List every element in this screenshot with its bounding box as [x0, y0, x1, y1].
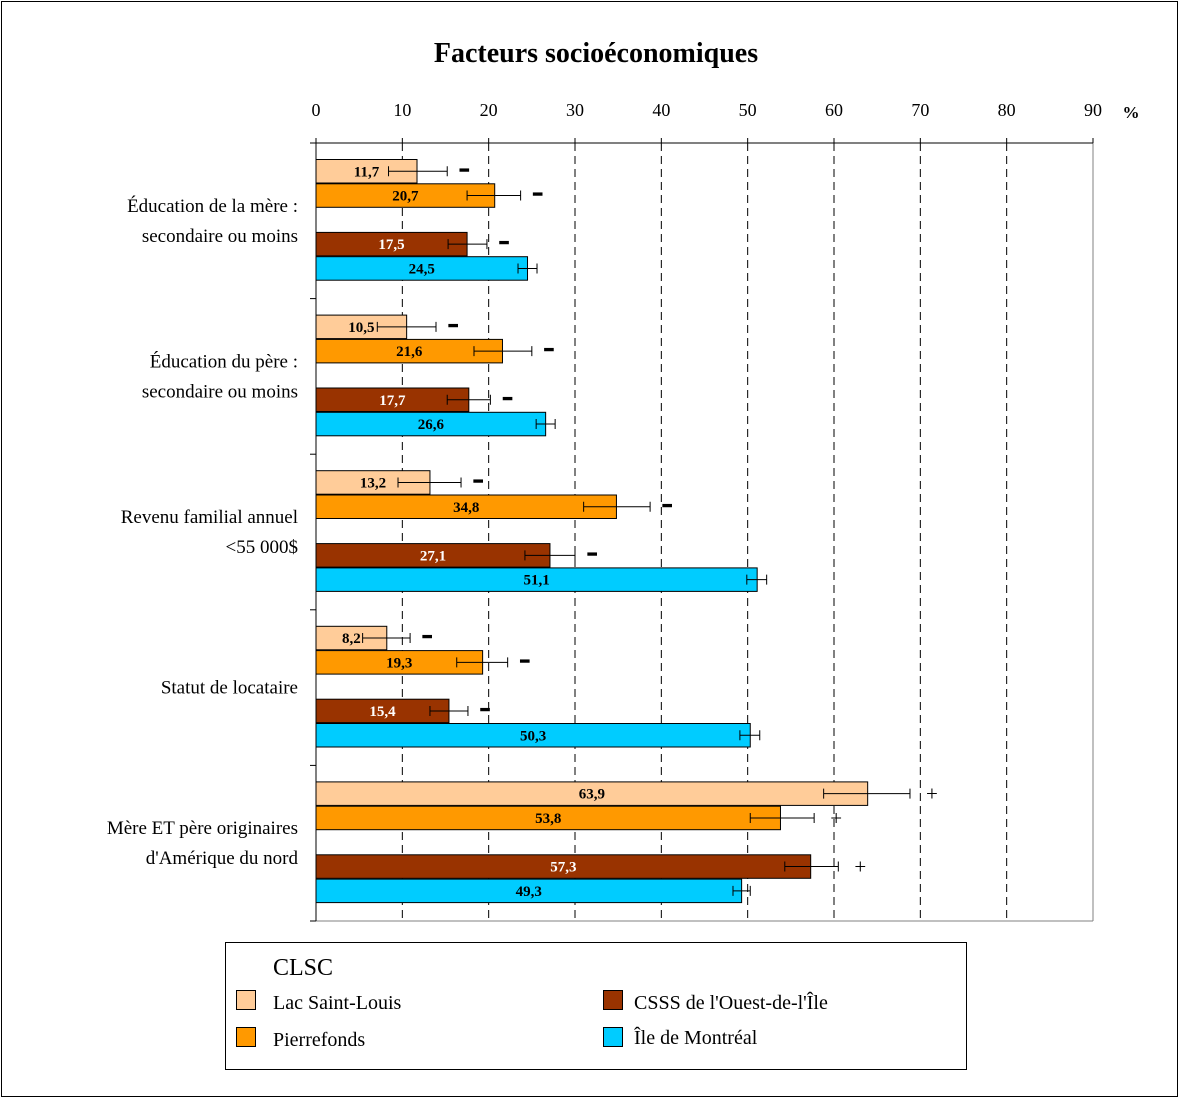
x-tick-label-30: 30 [566, 100, 584, 120]
significance-marker-csss-de-l-ouest-de-l-ile-4: − [480, 702, 489, 719]
value-label-lac-saint-louis-2: 10,5 [348, 320, 374, 336]
x-tick-label-40: 40 [652, 100, 670, 120]
category-label-4-line-1: Statut de locataire [161, 678, 298, 699]
x-axis-unit-label: % [1123, 103, 1140, 122]
plot-area: 0 10 20 30 40 50 60 70 80 90 Éducation de la mère … [107, 100, 1102, 922]
value-label-ile-de-montreal-1: 24,5 [409, 261, 435, 277]
legend-swatch-lac-saint-louis [236, 990, 256, 1010]
value-label-ile-de-montreal-3: 51,1 [523, 573, 549, 589]
category-label-2-line-1: Éducation du père : [150, 350, 298, 372]
error-bar-csss-de-l-ouest-de-l-ile-3 [524, 550, 576, 561]
error-bar-csss-de-l-ouest-de-l-ile-4 [429, 705, 469, 716]
error-bar-lac-saint-louis-5 [823, 788, 911, 799]
value-label-lac-saint-louis-1: 11,7 [354, 164, 380, 180]
category-label-1-line-2: secondaire ou moins [142, 226, 298, 247]
value-label-ile-de-montreal-5: 49,3 [516, 884, 542, 900]
significance-marker-lac-saint-louis-4: − [423, 629, 432, 646]
legend-label-lac-saint-louis: Lac Saint-Louis [273, 992, 402, 1014]
error-bar-ile-de-montreal-4 [739, 730, 761, 741]
significance-marker-pierrefonds-5: + [830, 806, 842, 830]
significance-marker-pierrefonds-4: − [520, 653, 529, 670]
error-bar-lac-saint-louis-3 [397, 477, 462, 488]
x-tick-label-20: 20 [480, 100, 498, 120]
category-label-3-line-2: <55 000$ [226, 537, 298, 558]
error-bar-ile-de-montreal-5 [732, 885, 751, 896]
x-tick-label-60: 60 [825, 100, 843, 120]
value-label-csss-de-l-ouest-de-l-ile-2: 17,7 [379, 393, 406, 409]
x-tick-label-70: 70 [911, 100, 929, 120]
legend-label-csss-de-l-ouest-de-l-ile: CSSS de l'Ouest-de-l'Île [634, 991, 828, 1014]
significance-marker-csss-de-l-ouest-de-l-ile-2: − [503, 391, 512, 408]
error-bar-lac-saint-louis-4 [362, 633, 411, 644]
legend-label-pierrefonds: Pierrefonds [273, 1029, 365, 1051]
value-label-lac-saint-louis-4: 8,2 [342, 631, 361, 647]
category-label-3-line-1: Revenu familial annuel [121, 507, 298, 528]
significance-marker-pierrefonds-2: − [544, 342, 553, 359]
value-label-csss-de-l-ouest-de-l-ile-4: 15,4 [369, 704, 396, 720]
error-bar-pierrefonds-3 [583, 501, 651, 512]
error-bar-pierrefonds-2 [473, 346, 533, 357]
value-label-csss-de-l-ouest-de-l-ile-1: 17,5 [378, 237, 404, 253]
significance-marker-pierrefonds-1: − [533, 187, 542, 204]
significance-marker-pierrefonds-3: − [663, 498, 672, 515]
significance-marker-lac-saint-louis-2: − [448, 318, 457, 335]
error-bar-csss-de-l-ouest-de-l-ile-2 [446, 394, 491, 405]
error-bar-ile-de-montreal-2 [535, 419, 556, 430]
x-tick-label-80: 80 [998, 100, 1016, 120]
error-bar-pierrefonds-5 [749, 812, 815, 823]
legend-swatch-pierrefonds [236, 1027, 256, 1047]
category-label-2-line-2: secondaire ou moins [142, 381, 298, 402]
value-label-lac-saint-louis-3: 13,2 [360, 475, 386, 491]
value-label-pierrefonds-3: 34,8 [453, 500, 479, 516]
error-bar-ile-de-montreal-3 [746, 574, 768, 585]
legend: CLSC Lac Saint-Louis Pierrefonds CSSS de l… [225, 942, 967, 1070]
significance-marker-lac-saint-louis-3: − [473, 473, 482, 490]
error-bar-csss-de-l-ouest-de-l-ile-1 [447, 239, 488, 250]
error-bar-ile-de-montreal-1 [517, 263, 538, 274]
value-label-pierrefonds-4: 19,3 [386, 655, 412, 671]
x-tick-label-90: 90 [1084, 100, 1102, 120]
significance-marker-lac-saint-louis-1: − [460, 162, 469, 179]
legend-swatch-ile-de-montreal [603, 1027, 623, 1047]
value-label-csss-de-l-ouest-de-l-ile-3: 27,1 [420, 548, 446, 564]
category-label-1-line-1: Éducation de la mère : [127, 195, 298, 217]
chart-title: Facteurs socioéconomiques [434, 38, 758, 69]
legend-label-ile-de-montreal: Île de Montréal [634, 1026, 758, 1049]
value-label-csss-de-l-ouest-de-l-ile-5: 57,3 [550, 860, 576, 876]
value-label-lac-saint-louis-5: 63,9 [579, 787, 605, 803]
category-label-5-line-1: Mère ET père originaires [107, 818, 298, 839]
significance-marker-csss-de-l-ouest-de-l-ile-1: − [499, 235, 508, 252]
x-tick-label-0: 0 [312, 100, 321, 120]
x-tick-label-50: 50 [739, 100, 757, 120]
error-bar-pierrefonds-4 [456, 657, 509, 668]
error-bar-lac-saint-louis-1 [388, 166, 448, 177]
value-label-ile-de-montreal-4: 50,3 [520, 728, 546, 744]
significance-marker-lac-saint-louis-5: + [926, 782, 938, 806]
error-bar-pierrefonds-1 [466, 190, 522, 201]
significance-marker-csss-de-l-ouest-de-l-ile-5: + [854, 855, 866, 879]
value-label-pierrefonds-2: 21,6 [396, 344, 423, 360]
error-bar-lac-saint-louis-2 [376, 321, 437, 332]
category-label-5-line-2: d'Amérique du nord [146, 848, 299, 869]
legend-frame [225, 942, 967, 1070]
significance-marker-csss-de-l-ouest-de-l-ile-3: − [587, 546, 596, 563]
x-tick-label-10: 10 [393, 100, 411, 120]
value-label-pierrefonds-1: 20,7 [392, 189, 419, 205]
error-bar-csss-de-l-ouest-de-l-ile-5 [784, 861, 839, 872]
value-label-ile-de-montreal-2: 26,6 [418, 417, 445, 433]
legend-title: CLSC [273, 955, 333, 981]
legend-swatch-csss-de-l-ouest-de-l-ile [603, 990, 623, 1010]
value-label-pierrefonds-5: 53,8 [535, 811, 561, 827]
